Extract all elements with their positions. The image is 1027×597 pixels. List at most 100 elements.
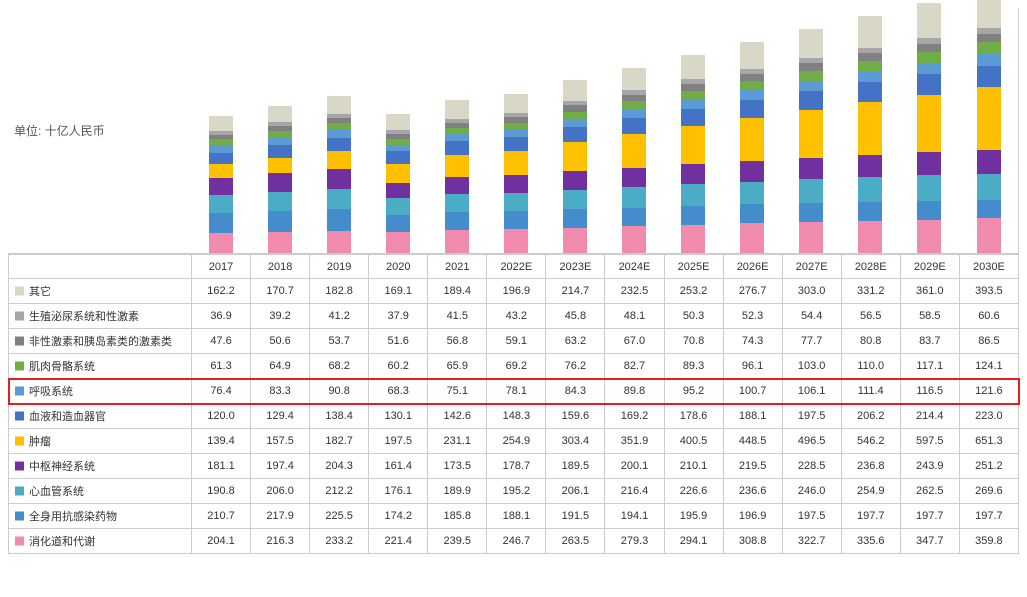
value-cell: 219.5 <box>723 454 782 479</box>
value-cell: 130.1 <box>369 404 428 429</box>
value-cell: 214.4 <box>900 404 959 429</box>
bar-segment <box>799 81 823 91</box>
value-cell: 82.7 <box>605 354 664 379</box>
value-cell: 51.6 <box>369 329 428 354</box>
chart-column <box>782 12 841 253</box>
value-cell: 68.2 <box>310 354 369 379</box>
value-cell: 303.0 <box>782 279 841 304</box>
table-corner <box>9 255 192 279</box>
bar-segment <box>268 232 292 253</box>
value-cell: 322.7 <box>782 529 841 554</box>
bar-segment <box>740 90 764 100</box>
chart-column <box>309 12 368 253</box>
table-header-row: 201720182019202020212022E2023E2024E2025E… <box>9 255 1019 279</box>
stacked-bar <box>740 42 764 253</box>
value-cell: 206.1 <box>546 479 605 504</box>
stacked-bar <box>504 94 528 253</box>
bar-segment <box>799 91 823 110</box>
bar-segment <box>858 155 882 178</box>
value-cell: 231.1 <box>428 429 487 454</box>
value-cell: 148.3 <box>487 404 546 429</box>
series-label-cell: 非性激素和胰岛素类的激素类 <box>9 329 192 354</box>
value-cell: 181.1 <box>192 454 251 479</box>
bar-segment <box>209 145 233 152</box>
legend-swatch-icon <box>15 412 24 421</box>
bar-segment <box>622 109 646 118</box>
bar-segment <box>681 84 705 91</box>
legend-swatch-icon <box>15 437 24 446</box>
chart-column <box>427 12 486 253</box>
value-cell: 400.5 <box>664 429 723 454</box>
series-label: 全身用抗感染药物 <box>29 511 117 523</box>
value-cell: 254.9 <box>841 479 900 504</box>
year-header: 2017 <box>192 255 251 279</box>
bar-segment <box>977 218 1001 253</box>
value-cell: 195.9 <box>664 504 723 529</box>
value-cell: 63.2 <box>546 329 605 354</box>
year-header: 2029E <box>900 255 959 279</box>
value-cell: 182.7 <box>310 429 369 454</box>
value-cell: 190.8 <box>192 479 251 504</box>
chart-column <box>664 12 723 253</box>
series-label: 中枢神经系统 <box>29 461 95 473</box>
bar-segment <box>740 182 764 205</box>
value-cell: 188.1 <box>487 504 546 529</box>
bar-segment <box>622 187 646 208</box>
series-label: 生殖泌尿系统和性激素 <box>29 311 139 323</box>
value-cell: 178.6 <box>664 404 723 429</box>
value-cell: 50.6 <box>251 329 310 354</box>
year-header: 2028E <box>841 255 900 279</box>
bar-segment <box>563 112 587 119</box>
value-cell: 393.5 <box>959 279 1018 304</box>
bar-segment <box>740 81 764 90</box>
value-cell: 204.3 <box>310 454 369 479</box>
bar-segment <box>327 151 351 169</box>
value-cell: 335.6 <box>841 529 900 554</box>
table-row: 肌肉骨骼系统61.364.968.260.265.969.276.282.789… <box>9 354 1019 379</box>
value-cell: 52.3 <box>723 304 782 329</box>
bar-segment <box>740 100 764 118</box>
bar-segment <box>445 141 469 155</box>
value-cell: 197.7 <box>959 504 1018 529</box>
value-cell: 189.4 <box>428 279 487 304</box>
bar-segment <box>563 171 587 189</box>
bar-segment <box>917 220 941 253</box>
value-cell: 236.6 <box>723 479 782 504</box>
bar-segment <box>681 109 705 126</box>
value-cell: 95.2 <box>664 379 723 404</box>
series-label: 其它 <box>29 286 51 298</box>
bar-segment <box>740 42 764 69</box>
bar-segment <box>917 3 941 38</box>
bar-segment <box>386 183 410 198</box>
bar-segment <box>858 82 882 102</box>
stacked-bar <box>858 16 882 253</box>
value-cell: 185.8 <box>428 504 487 529</box>
bar-segment <box>917 95 941 152</box>
value-cell: 196.9 <box>723 504 782 529</box>
table-row: 中枢神经系统181.1197.4204.3161.4173.5178.7189.… <box>9 454 1019 479</box>
series-label-cell: 生殖泌尿系统和性激素 <box>9 304 192 329</box>
bar-segment <box>681 164 705 184</box>
value-cell: 361.0 <box>900 279 959 304</box>
bar-segment <box>917 44 941 52</box>
value-cell: 64.9 <box>251 354 310 379</box>
value-cell: 182.8 <box>310 279 369 304</box>
value-cell: 200.1 <box>605 454 664 479</box>
bar-segment <box>327 138 351 151</box>
bar-segment <box>858 16 882 48</box>
bar-segment <box>504 175 528 192</box>
value-cell: 276.7 <box>723 279 782 304</box>
value-cell: 206.0 <box>251 479 310 504</box>
bar-segment <box>858 61 882 72</box>
value-cell: 86.5 <box>959 329 1018 354</box>
value-cell: 83.3 <box>251 379 310 404</box>
stacked-bar <box>327 96 351 253</box>
bar-segment <box>681 55 705 79</box>
bar-segment <box>504 94 528 113</box>
value-cell: 176.1 <box>369 479 428 504</box>
bar-segment <box>977 34 1001 42</box>
bar-segment <box>622 226 646 253</box>
chart-column <box>368 12 427 253</box>
value-cell: 448.5 <box>723 429 782 454</box>
bar-segment <box>740 118 764 161</box>
